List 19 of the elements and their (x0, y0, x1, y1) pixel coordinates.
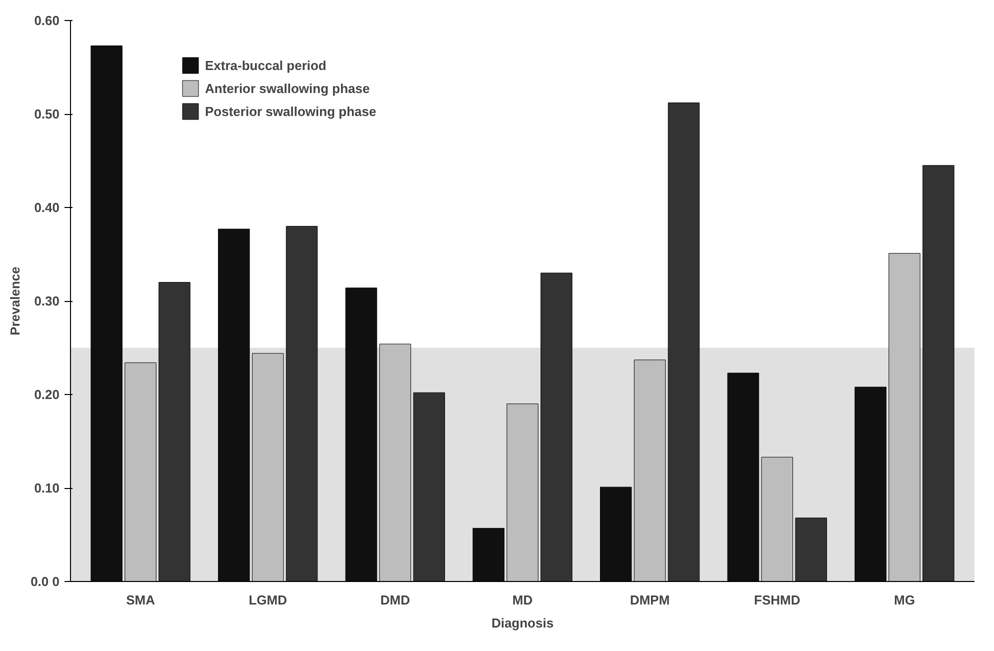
x-tick-label: LGMD (248, 592, 287, 608)
y-tick-label: 0.20 (34, 387, 60, 402)
x-tick-label: DMPM (630, 592, 670, 608)
y-axis-title: Prevalence (8, 266, 23, 336)
legend-label: Anterior swallowing phase (205, 80, 370, 96)
y-tick-label: 0.50 (34, 106, 60, 122)
y-tick-label: 0.0 0 (30, 574, 60, 589)
x-tick-label: MG (894, 592, 915, 608)
y-tick-label: 0.30 (34, 294, 60, 308)
x-axis-title: Diagnosis (491, 616, 554, 630)
y-tick-label: 0.40 (34, 200, 60, 215)
x-tick-label: MD (512, 592, 533, 608)
legend-label: Extra-buccal period (205, 58, 326, 72)
legend-label: Posterior swallowing phase (205, 104, 376, 118)
x-tick-label: FSHMD (754, 592, 800, 608)
y-tick-label: 0.60 (34, 13, 60, 28)
x-tick-label: DMD (380, 592, 410, 608)
y-tick-label: 0.10 (34, 480, 60, 496)
x-tick-label: SMA (126, 592, 156, 608)
